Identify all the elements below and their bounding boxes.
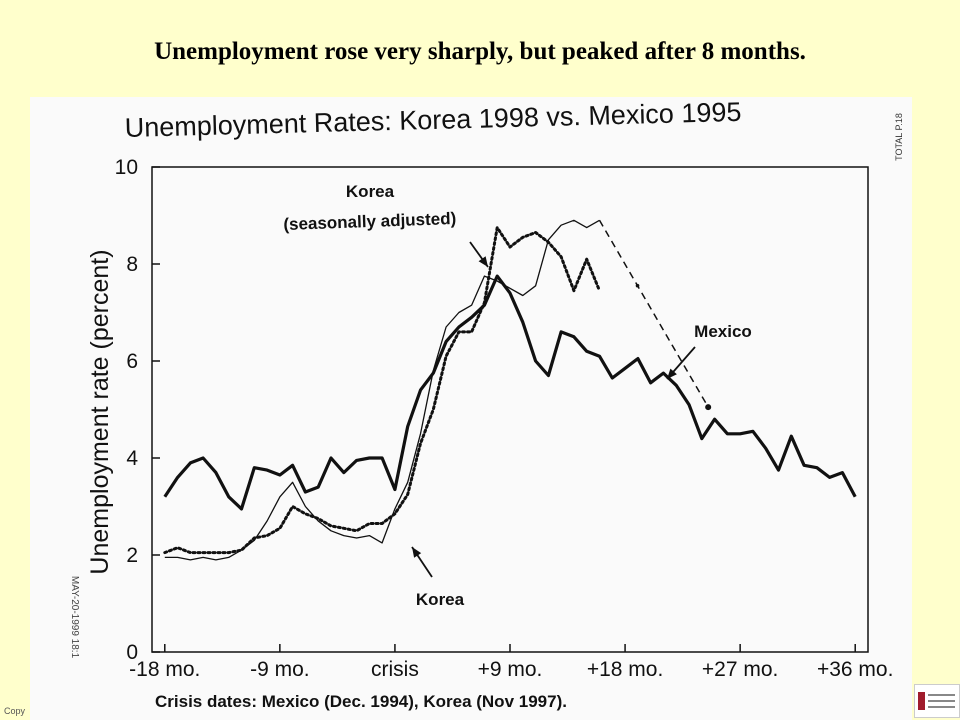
arrow-mexico-head — [667, 368, 677, 379]
label-korea-sa-line1: Korea — [346, 182, 395, 201]
x-tick-label: crisis — [371, 658, 419, 681]
series-line-korea-seasonally-adjusted — [163, 226, 601, 555]
slide-title: Unemployment rose very sharply, but peak… — [154, 38, 806, 65]
y-tick-label: 8 — [126, 253, 138, 276]
series-line-korea — [164, 219, 600, 561]
chart-title: Unemployment Rates: Korea 1998 vs. Mexic… — [124, 97, 741, 143]
x-tick-label: +27 mo. — [702, 658, 778, 681]
copyright-text: Copy — [4, 706, 26, 716]
series-line-mexico — [163, 274, 857, 511]
unemployment-chart: Unemployment Rates: Korea 1998 vs. Mexic… — [69, 97, 904, 711]
y-tick-label: 0 — [126, 641, 138, 664]
x-tick-label: -9 mo. — [250, 658, 310, 681]
school-logo — [914, 684, 960, 718]
x-tick-label: -18 mo. — [129, 658, 200, 681]
x-tick-label: +18 mo. — [587, 658, 663, 681]
projection-end-point — [705, 404, 712, 411]
label-korea: Korea — [416, 590, 465, 609]
x-tick-label: +36 mo. — [817, 658, 893, 681]
fax-stamp: MAY-20-1999 18:1 — [69, 576, 80, 659]
label-korea-sa-line2: (seasonally adjusted) — [283, 209, 456, 234]
plot-frame — [151, 166, 869, 653]
page-stamp: TOTAL P.18 — [894, 113, 904, 161]
y-tick-label: 4 — [126, 447, 138, 470]
arrow-korea-head — [412, 547, 422, 558]
y-axis-label: Unemployment rate (percent) — [86, 249, 114, 574]
series-line-mexico-projection — [598, 219, 709, 408]
label-mexico: Mexico — [694, 322, 752, 341]
y-tick-label: 6 — [126, 350, 138, 373]
x-axis-note: Crisis dates: Mexico (Dec. 1994), Korea … — [155, 692, 567, 711]
x-tick-label: +9 mo. — [478, 658, 543, 681]
projection-mid-point — [635, 283, 640, 288]
y-tick-label: 2 — [126, 544, 138, 567]
scanned-chart: Unemployment Rates: Korea 1998 vs. Mexic… — [30, 97, 912, 720]
y-tick-label: 10 — [115, 156, 138, 179]
arrow-korea-sa-head — [478, 256, 488, 267]
